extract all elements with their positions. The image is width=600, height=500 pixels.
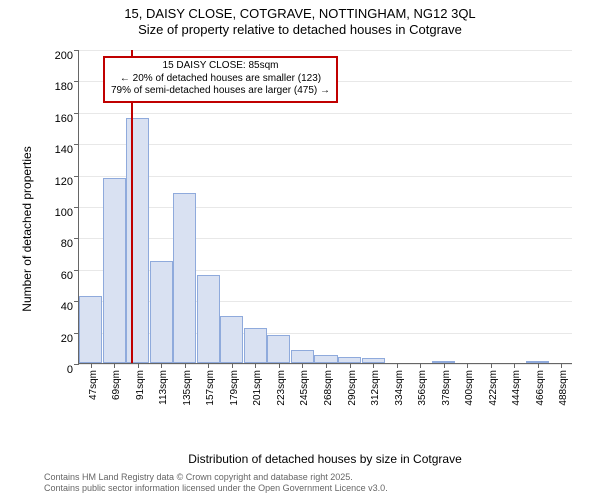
gridline-h bbox=[79, 144, 572, 145]
x-tick-mark bbox=[326, 363, 327, 368]
histogram-bar bbox=[291, 350, 314, 363]
gridline-h bbox=[79, 50, 572, 51]
histogram-bar bbox=[79, 296, 102, 364]
x-tick-mark bbox=[302, 363, 303, 368]
histogram-bar bbox=[244, 328, 267, 363]
x-tick-mark bbox=[538, 363, 539, 368]
y-tick-label: 100 bbox=[43, 207, 73, 219]
x-tick-label: 488sqm bbox=[558, 370, 569, 406]
footer-line-1: Contains HM Land Registry data © Crown c… bbox=[44, 472, 388, 483]
x-tick-label: 400sqm bbox=[464, 370, 475, 406]
histogram-bar bbox=[150, 261, 173, 363]
reference-info-box: 15 DAISY CLOSE: 85sqm← 20% of detached h… bbox=[103, 56, 338, 103]
x-tick-mark bbox=[444, 363, 445, 368]
title-block: 15, DAISY CLOSE, COTGRAVE, NOTTINGHAM, N… bbox=[0, 0, 600, 39]
chart-container: 15, DAISY CLOSE, COTGRAVE, NOTTINGHAM, N… bbox=[0, 0, 600, 500]
y-tick-mark bbox=[74, 81, 79, 82]
x-tick-label: 356sqm bbox=[417, 370, 428, 406]
y-tick-label: 120 bbox=[43, 176, 73, 188]
x-tick-label: 157sqm bbox=[205, 370, 216, 406]
histogram-bar bbox=[103, 178, 126, 363]
x-tick-mark bbox=[373, 363, 374, 368]
y-tick-mark bbox=[74, 176, 79, 177]
plot-area: 02040608010012014016018020047sqm69sqm91s… bbox=[78, 50, 572, 364]
x-tick-mark bbox=[350, 363, 351, 368]
gridline-h bbox=[79, 207, 572, 208]
y-tick-label: 20 bbox=[43, 333, 73, 345]
x-tick-label: 179sqm bbox=[229, 370, 240, 406]
y-tick-label: 200 bbox=[43, 50, 73, 62]
x-tick-label: 135sqm bbox=[182, 370, 193, 406]
x-tick-mark bbox=[232, 363, 233, 368]
y-tick-mark bbox=[74, 364, 79, 365]
x-tick-label: 245sqm bbox=[299, 370, 310, 406]
histogram-bar bbox=[267, 335, 290, 363]
x-tick-label: 47sqm bbox=[88, 370, 99, 400]
x-tick-label: 268sqm bbox=[323, 370, 334, 406]
x-tick-mark bbox=[208, 363, 209, 368]
y-tick-label: 140 bbox=[43, 144, 73, 156]
x-tick-label: 69sqm bbox=[111, 370, 122, 400]
x-tick-label: 334sqm bbox=[394, 370, 405, 406]
gridline-h bbox=[79, 113, 572, 114]
x-tick-mark bbox=[467, 363, 468, 368]
x-tick-label: 290sqm bbox=[347, 370, 358, 406]
x-axis-title: Distribution of detached houses by size … bbox=[78, 452, 572, 466]
info-box-line-2: ← 20% of detached houses are smaller (12… bbox=[111, 73, 330, 86]
x-tick-label: 422sqm bbox=[488, 370, 499, 406]
x-tick-mark bbox=[91, 363, 92, 368]
info-box-header: 15 DAISY CLOSE: 85sqm bbox=[111, 60, 330, 73]
info-box-line-3: 79% of semi-detached houses are larger (… bbox=[111, 85, 330, 98]
y-tick-label: 80 bbox=[43, 238, 73, 250]
x-tick-label: 201sqm bbox=[252, 370, 263, 406]
gridline-h bbox=[79, 238, 572, 239]
title-line-2: Size of property relative to detached ho… bbox=[0, 22, 600, 38]
x-tick-mark bbox=[114, 363, 115, 368]
histogram-bar bbox=[197, 275, 220, 363]
x-tick-label: 113sqm bbox=[158, 370, 169, 405]
x-tick-mark bbox=[255, 363, 256, 368]
y-tick-label: 160 bbox=[43, 113, 73, 125]
y-axis-title: Number of detached properties bbox=[20, 146, 34, 311]
histogram-bar bbox=[314, 355, 337, 363]
y-tick-label: 180 bbox=[43, 81, 73, 93]
x-tick-mark bbox=[491, 363, 492, 368]
x-tick-label: 91sqm bbox=[135, 370, 146, 400]
y-tick-mark bbox=[74, 144, 79, 145]
y-tick-label: 0 bbox=[43, 364, 73, 376]
x-tick-mark bbox=[397, 363, 398, 368]
y-tick-mark bbox=[74, 113, 79, 114]
histogram-bar bbox=[173, 193, 196, 363]
title-line-1: 15, DAISY CLOSE, COTGRAVE, NOTTINGHAM, N… bbox=[0, 6, 600, 22]
y-tick-label: 40 bbox=[43, 301, 73, 313]
y-tick-mark bbox=[74, 238, 79, 239]
x-tick-label: 312sqm bbox=[370, 370, 381, 406]
footer-line-2: Contains public sector information licen… bbox=[44, 483, 388, 494]
x-tick-mark bbox=[279, 363, 280, 368]
x-tick-mark bbox=[185, 363, 186, 368]
x-tick-mark bbox=[138, 363, 139, 368]
x-tick-mark bbox=[561, 363, 562, 368]
x-tick-label: 444sqm bbox=[511, 370, 522, 406]
x-tick-label: 378sqm bbox=[441, 370, 452, 406]
footer-attribution: Contains HM Land Registry data © Crown c… bbox=[44, 472, 388, 494]
y-tick-mark bbox=[74, 270, 79, 271]
y-tick-mark bbox=[74, 50, 79, 51]
y-tick-label: 60 bbox=[43, 270, 73, 282]
x-tick-label: 466sqm bbox=[535, 370, 546, 406]
x-tick-label: 223sqm bbox=[276, 370, 287, 406]
histogram-bar bbox=[220, 316, 243, 363]
gridline-h bbox=[79, 176, 572, 177]
x-tick-mark bbox=[161, 363, 162, 368]
x-tick-mark bbox=[420, 363, 421, 368]
y-tick-mark bbox=[74, 207, 79, 208]
x-tick-mark bbox=[514, 363, 515, 368]
chart-wrap: Number of detached properties 0204060801… bbox=[42, 44, 582, 414]
